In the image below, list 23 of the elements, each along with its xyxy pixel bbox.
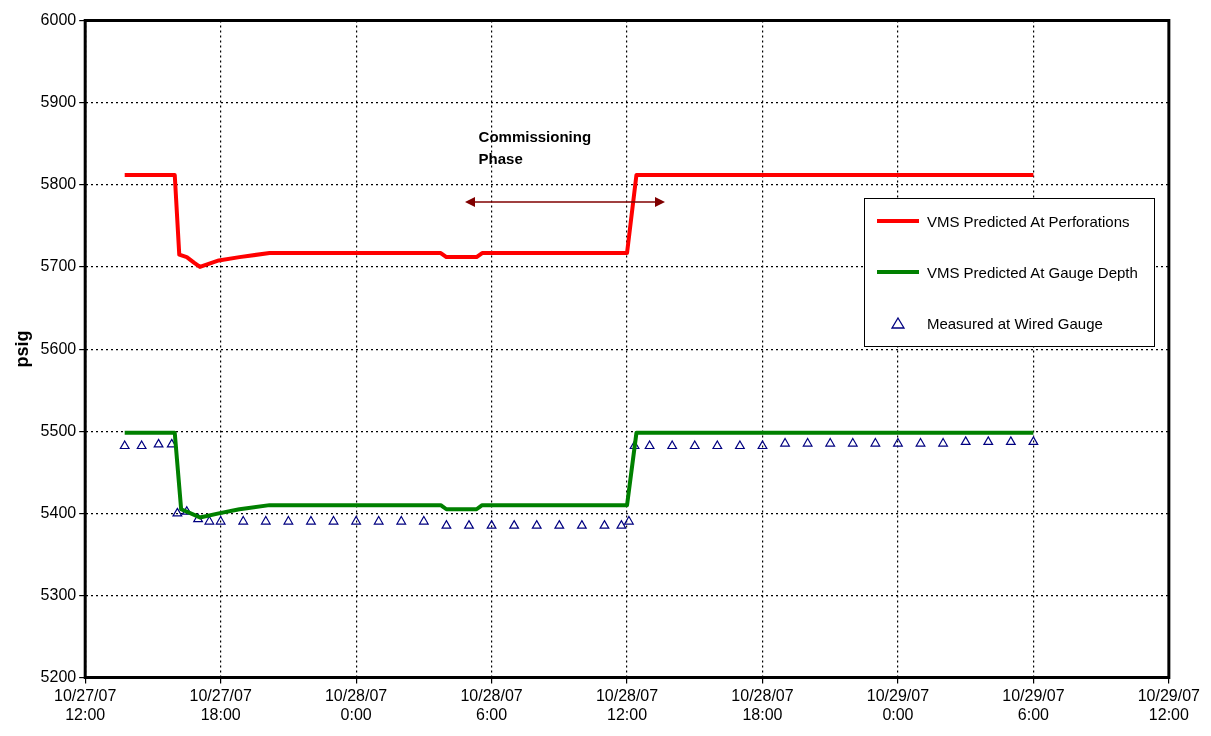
- legend-label: VMS Predicted At Perforations: [926, 212, 1130, 230]
- x-tick-label: 10/28/07 0:00: [324, 686, 388, 723]
- y-tick-label: 5500: [40, 421, 77, 439]
- x-tick-label: 10/29/07 12:00: [1137, 686, 1201, 723]
- y-axis-title: psig: [11, 330, 32, 368]
- x-tick-label: 10/28/07 18:00: [731, 686, 794, 723]
- legend-label: VMS Predicted At Gauge Depth: [926, 263, 1138, 281]
- y-tick-label: 5900: [40, 93, 77, 111]
- y-tick-label: 5700: [40, 257, 77, 275]
- y-tick-label: 5200: [40, 668, 77, 686]
- y-tick-label: 5600: [40, 339, 77, 357]
- x-tick-label: 10/29/07 0:00: [866, 686, 930, 723]
- x-tick-label: 10/28/07 12:00: [595, 686, 659, 723]
- x-tick-label: 10/27/07 12:00: [54, 686, 117, 723]
- y-tick-label: 5400: [40, 503, 77, 521]
- annotation: Commissioning Phase: [478, 126, 593, 169]
- x-tick-label: 10/28/07 6:00: [460, 686, 523, 723]
- y-tick-label: 5800: [40, 175, 77, 193]
- legend-label: Measured at Wired Gauge: [926, 314, 1103, 332]
- x-tick-label: 10/29/07 6:00: [1002, 686, 1065, 723]
- x-tick-label: 10/27/07 18:00: [189, 686, 252, 723]
- y-tick-label: 6000: [40, 11, 77, 29]
- y-tick-label: 5300: [40, 585, 77, 603]
